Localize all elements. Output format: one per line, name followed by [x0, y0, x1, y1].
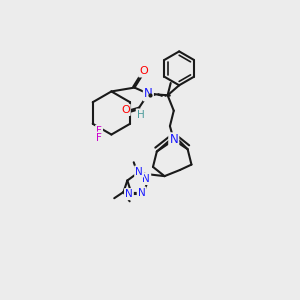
- Text: F: F: [96, 133, 102, 142]
- Text: O: O: [140, 66, 148, 76]
- Text: N: N: [125, 189, 133, 199]
- Text: F: F: [96, 126, 102, 136]
- Text: N: N: [142, 174, 150, 184]
- Text: N: N: [138, 188, 146, 198]
- Text: N: N: [135, 167, 143, 176]
- Text: O: O: [121, 105, 130, 115]
- Text: N: N: [144, 87, 153, 100]
- Text: H: H: [137, 110, 145, 119]
- Text: N: N: [169, 134, 178, 146]
